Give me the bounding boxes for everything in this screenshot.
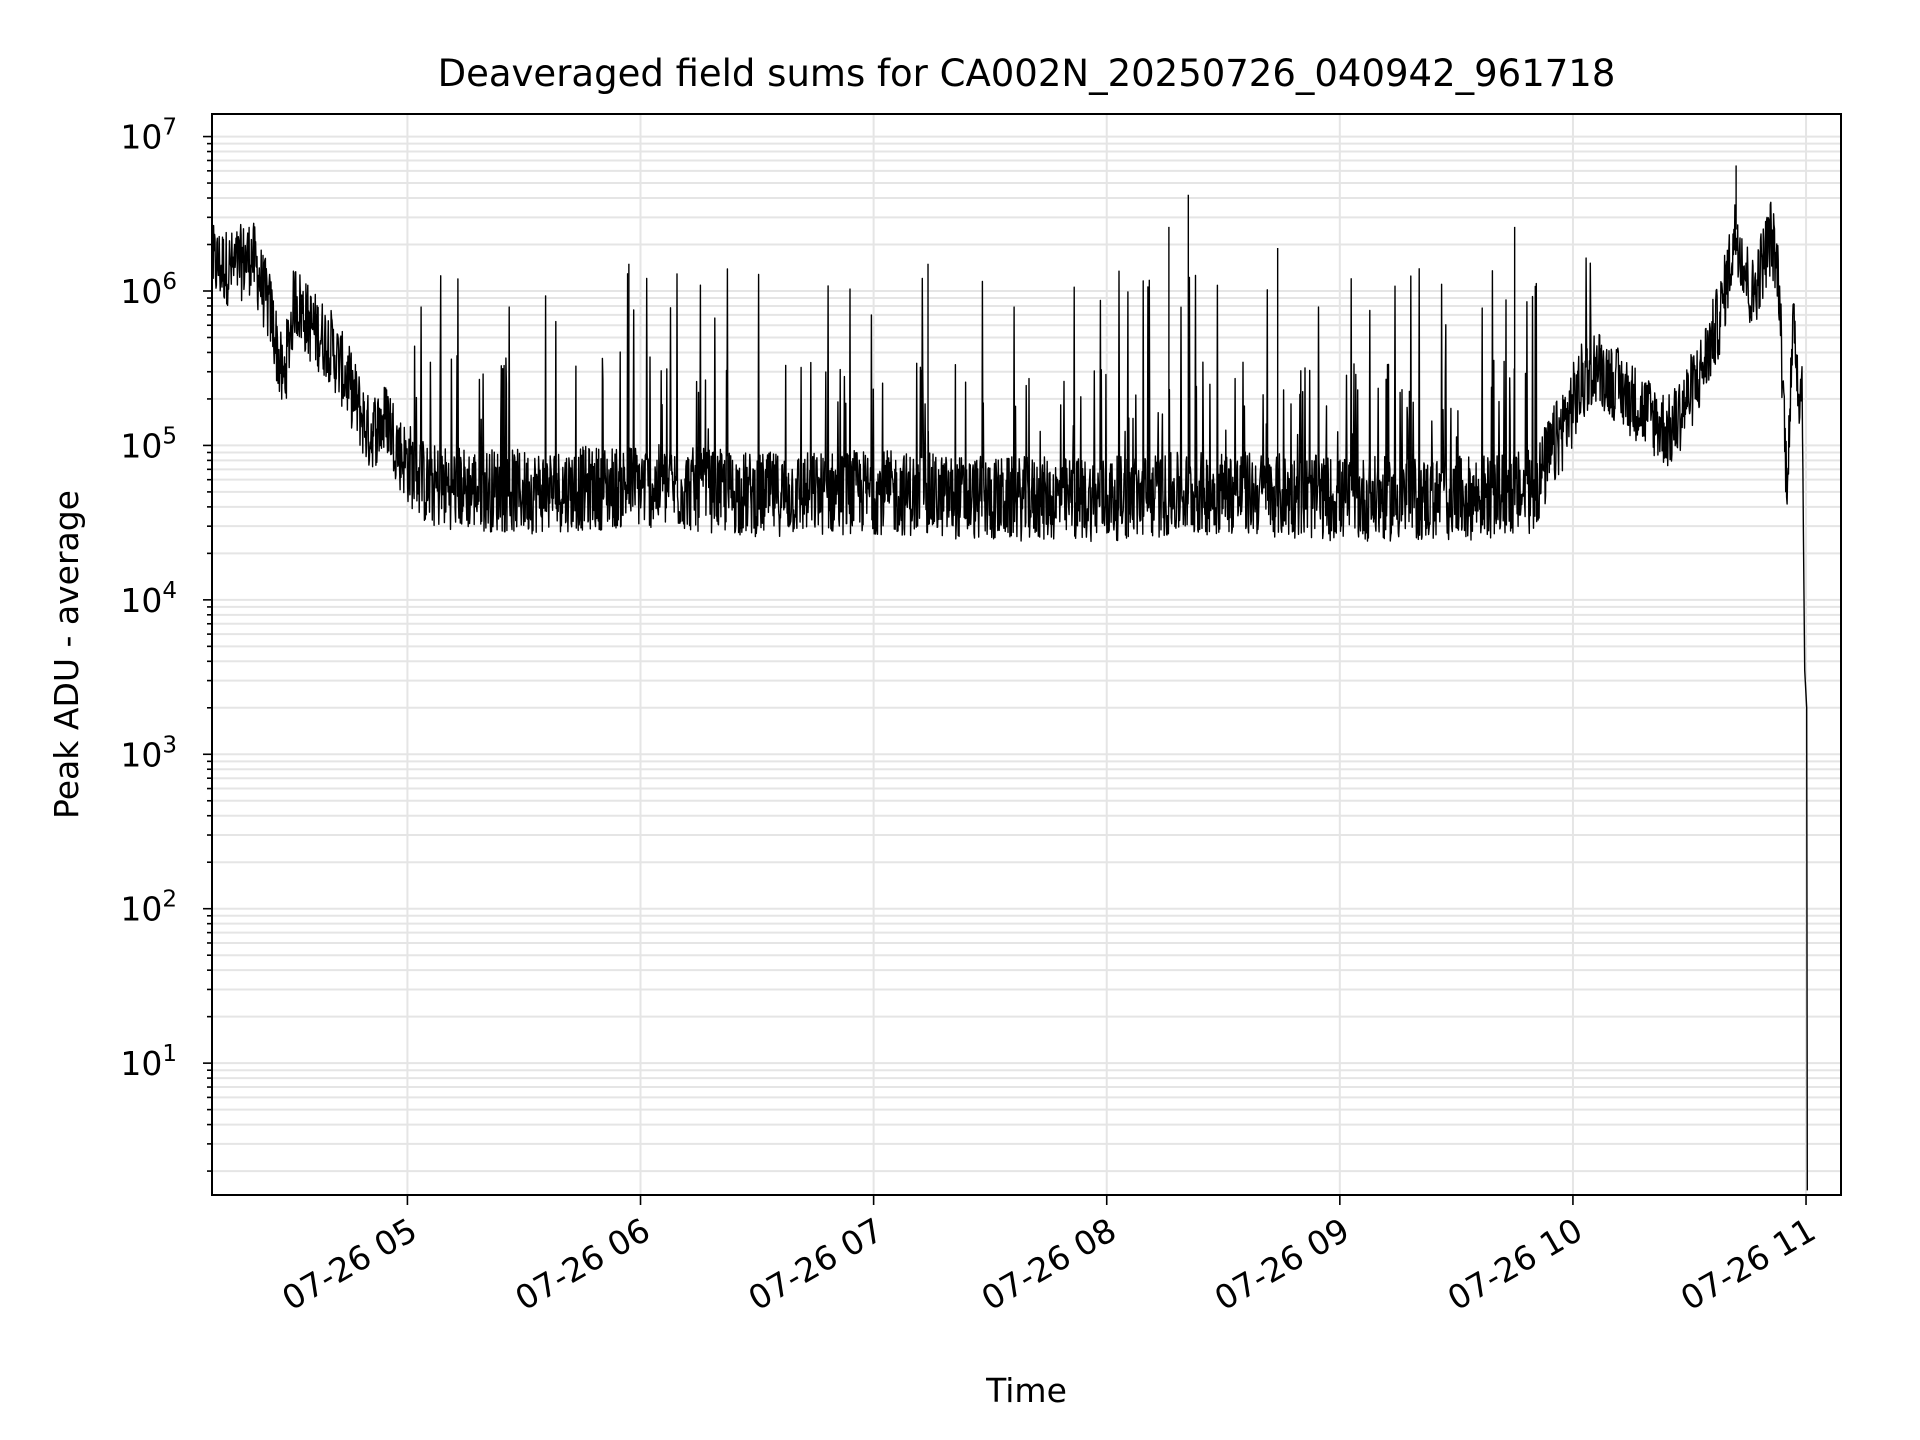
y-tick-label: 105 [120,423,177,465]
x-tick-label: 07-26 06 [509,1210,657,1318]
x-tick-label: 07-26 05 [275,1210,423,1318]
series-line [212,201,1808,1191]
axis-ticks: 101 102 103 104 105 106 107 07-26 05 07-26 06 07-… [120,115,1822,1319]
y-tick-label: 101 [120,1041,177,1083]
x-tick-label: 07-26 11 [1674,1210,1822,1318]
x-tick-label: 07-26 09 [1208,1210,1356,1318]
chart-title: Deaveraged field sums for CA002N_2025072… [438,52,1616,95]
x-tick-label: 07-26 08 [975,1210,1123,1318]
y-tick-label: 103 [120,732,177,774]
x-tick-label: 07-26 07 [742,1210,890,1318]
grid [212,114,1841,1195]
y-axis-label: Peak ADU - average [47,490,86,819]
y-tick-label: 106 [120,269,177,311]
y-tick-label: 107 [120,115,177,157]
x-axis-label: Time [985,1371,1067,1410]
x-tick-label: 07-26 10 [1441,1210,1589,1318]
y-tick-label: 102 [120,887,177,929]
plot-area [212,165,1808,1191]
y-tick-label: 104 [120,578,177,620]
plot-frame [211,113,1842,1196]
